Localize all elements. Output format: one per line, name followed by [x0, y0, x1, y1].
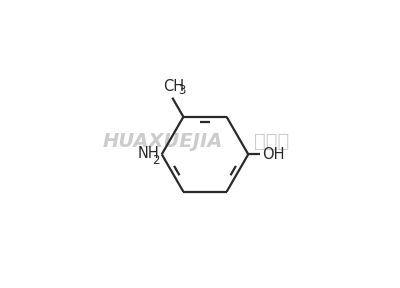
Text: 化学加: 化学加 — [254, 132, 289, 151]
Text: CH: CH — [163, 79, 184, 94]
Text: HUAXUEJIA: HUAXUEJIA — [103, 132, 223, 151]
Text: OH: OH — [262, 147, 285, 162]
Text: NH: NH — [138, 146, 160, 161]
Text: 2: 2 — [152, 154, 160, 167]
Text: 3: 3 — [178, 84, 186, 96]
